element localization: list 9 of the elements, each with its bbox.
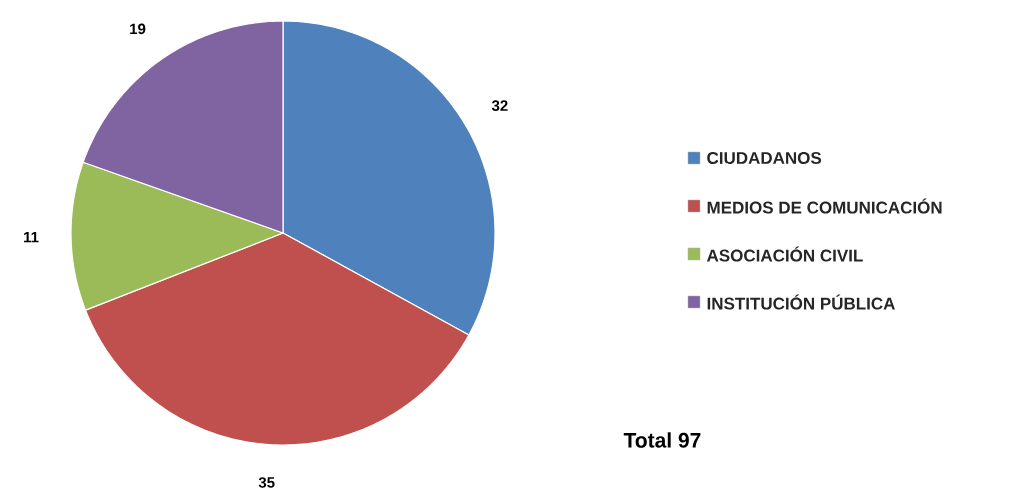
legend-label: INSTITUCIÓN PÚBLICA [707, 294, 895, 310]
text: Total 97 [623, 432, 701, 448]
legend-label: MEDIOS DE COMUNICACIÓN [707, 198, 942, 214]
data-label: 19 [130, 23, 146, 35]
legend-label: CIUDADANOS [707, 151, 822, 165]
data-label: 11 [24, 231, 39, 243]
data-label: 35 [258, 477, 275, 488]
legend-label: ASOCIACIÓN CIVIL [706, 246, 863, 262]
data-label: 32 [491, 100, 508, 111]
